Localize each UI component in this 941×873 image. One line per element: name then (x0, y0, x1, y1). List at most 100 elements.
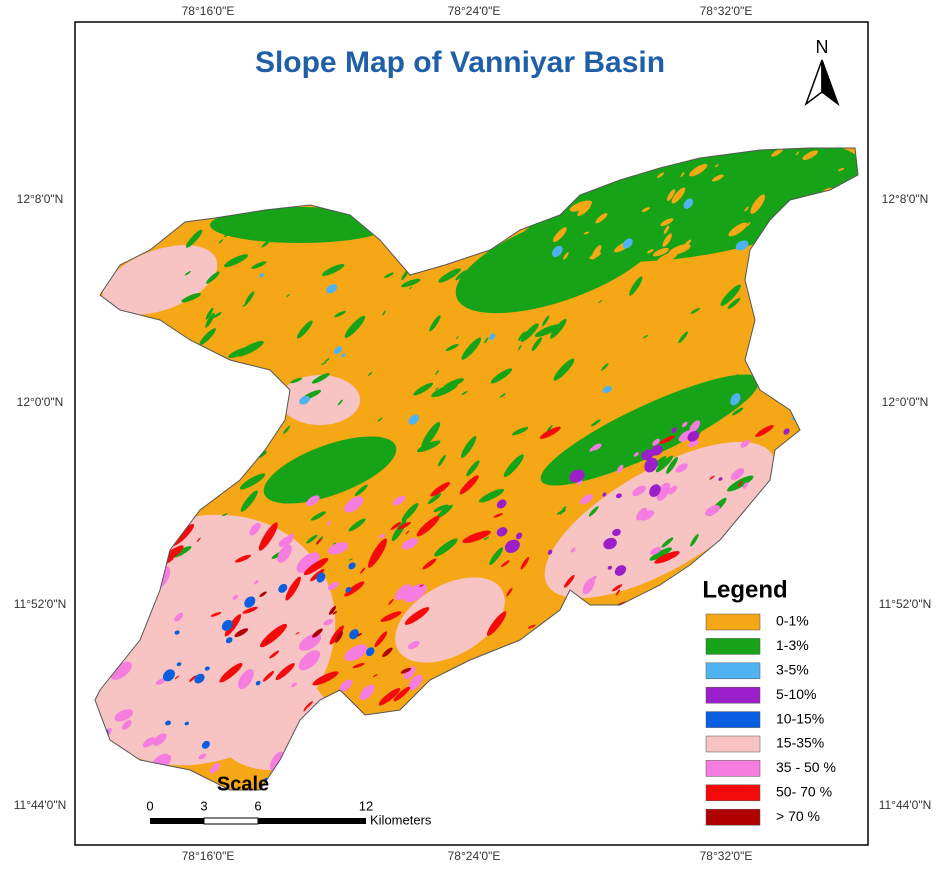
slope-patch (344, 581, 365, 597)
slope-zone (280, 375, 360, 425)
scale-tick-label: 0 (146, 798, 153, 813)
slope-patch (582, 577, 595, 595)
slope-patch (349, 629, 359, 640)
slope-patch (636, 507, 648, 521)
slope-patch (603, 537, 617, 550)
slope-patch (240, 490, 258, 512)
slope-patch (328, 542, 349, 555)
slope-patch (114, 709, 134, 722)
slope-patch (675, 463, 688, 473)
slope-patch (346, 225, 354, 229)
slope-patch (405, 530, 409, 535)
slope-patch (657, 172, 665, 179)
slope-patch (517, 331, 526, 341)
slope-patch (517, 225, 534, 244)
slope-patch (563, 252, 569, 260)
slope-patch (598, 299, 603, 304)
slope-patch (165, 720, 171, 726)
slope-patch (576, 479, 583, 486)
slope-patch (401, 538, 419, 550)
slope-patch (380, 611, 402, 622)
slope-patch (650, 444, 663, 456)
legend-swatch (705, 662, 761, 680)
slope-patch (661, 537, 674, 548)
slope-patch (337, 399, 343, 406)
slope-patch (224, 614, 242, 637)
slope-patch (210, 762, 220, 774)
slope-patch (655, 455, 674, 473)
longitude-label: 78°16'0"E (182, 849, 235, 863)
slope-patch (400, 667, 412, 674)
slope-patch (632, 485, 646, 497)
slope-patch (384, 272, 394, 278)
slope-patch (357, 633, 362, 637)
slope-patch (629, 439, 636, 448)
slope-patch (403, 583, 427, 603)
slope-patch (547, 549, 553, 555)
slope-patch (479, 488, 505, 503)
slope-patch (194, 673, 205, 684)
slope-patch (668, 244, 691, 255)
legend-label: 0-1% (776, 613, 809, 629)
slope-patch (328, 606, 337, 615)
slope-patch (332, 542, 337, 545)
slope-patch (430, 482, 451, 497)
slope-patch (460, 436, 477, 459)
slope-zone (395, 577, 505, 663)
slope-patch (559, 284, 583, 301)
slope-patch (641, 207, 651, 212)
latitude-label: 11°52'0"N (879, 597, 932, 611)
slope-patch (323, 619, 334, 626)
slope-patch (684, 239, 692, 247)
legend-label: 15-35% (776, 735, 824, 751)
slope-patch (688, 439, 699, 448)
slope-patch (539, 426, 561, 439)
slope-patch (591, 419, 601, 427)
slope-patch (321, 263, 345, 276)
slope-patch (366, 647, 375, 657)
slope-patch (614, 565, 627, 576)
slope-patch (682, 421, 688, 428)
slope-patch (184, 721, 189, 726)
slope-patch (588, 506, 599, 517)
slope-patch (416, 440, 441, 453)
slope-patch (258, 522, 278, 551)
slope-patch (589, 252, 601, 260)
slope-patch (401, 502, 419, 522)
slope-patch (663, 225, 670, 234)
slope-patch (238, 669, 254, 690)
slope-patch (242, 606, 258, 614)
scale-tick-label: 3 (200, 798, 207, 813)
latitude-label: 12°8'0"N (17, 192, 64, 206)
slope-patch (527, 624, 536, 629)
slope-patch (644, 457, 658, 473)
slope-patch (591, 443, 602, 451)
slope-patch (546, 425, 553, 433)
slope-patch (181, 292, 202, 303)
slope-patch (496, 281, 515, 303)
slope-patch (795, 151, 799, 156)
slope-patch (455, 270, 468, 281)
legend-swatch (705, 638, 761, 655)
longitude-label: 78°24'0"E (448, 4, 501, 18)
slope-patch (262, 670, 275, 682)
slope-patch (718, 477, 723, 481)
slope-patch (407, 640, 420, 650)
slope-patch (278, 583, 288, 593)
slope-patch (172, 545, 192, 558)
slope-patch (496, 499, 507, 509)
slope-patch (354, 484, 368, 497)
slope-patch (435, 387, 439, 391)
slope-patch (205, 307, 214, 320)
slope-patch (802, 150, 818, 161)
slope-patch (306, 495, 320, 507)
slope-patch (218, 238, 224, 244)
slope-patch (221, 619, 233, 631)
slope-patch (629, 276, 643, 296)
slope-patch (392, 495, 406, 506)
slope-patch (382, 310, 386, 316)
slope-patch (162, 669, 175, 682)
slope-patch (234, 628, 249, 638)
slope-patch (742, 482, 748, 489)
slope-patch (466, 460, 480, 477)
